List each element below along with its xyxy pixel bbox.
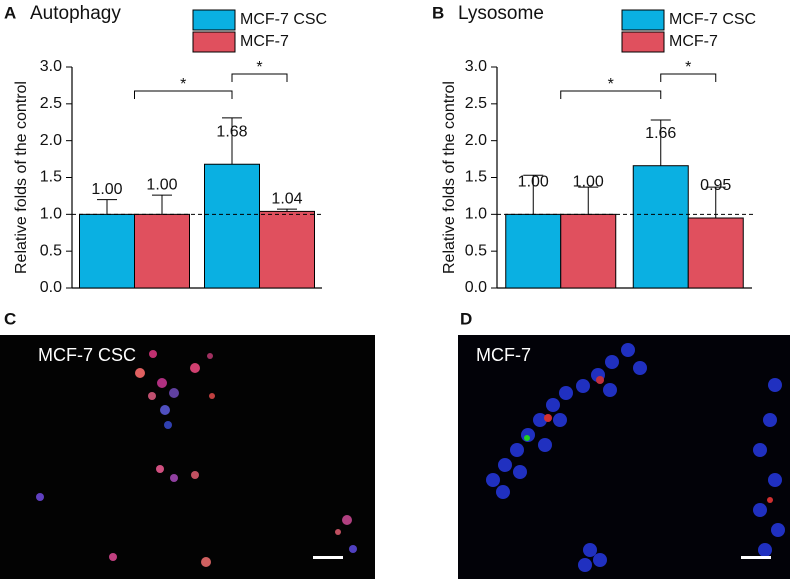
significance-label: * bbox=[180, 76, 186, 93]
y-tick-label: 0.5 bbox=[40, 242, 62, 259]
value-label: 1.00 bbox=[146, 176, 177, 193]
legend-swatch bbox=[192, 9, 236, 31]
y-axis-label: Relative folds of the control bbox=[441, 81, 458, 274]
legend-label: MCF-7 bbox=[669, 33, 718, 50]
value-label: 1.00 bbox=[91, 181, 122, 198]
image-background bbox=[458, 335, 790, 579]
y-tick-label: 3.0 bbox=[40, 58, 62, 75]
y-tick-label: 3.0 bbox=[465, 58, 487, 75]
value-label: 0.95 bbox=[700, 177, 731, 194]
significance-label: * bbox=[608, 76, 614, 93]
y-tick-label: 2.0 bbox=[465, 132, 487, 149]
value-label: 1.00 bbox=[573, 173, 604, 190]
significance-bracket bbox=[660, 73, 717, 82]
value-label: 1.66 bbox=[645, 125, 676, 142]
value-label: 1.00 bbox=[518, 173, 549, 190]
value-label: 1.04 bbox=[271, 190, 302, 207]
y-tick-label: 1.0 bbox=[40, 206, 62, 223]
scale-bar bbox=[313, 556, 343, 559]
legend-swatch bbox=[621, 9, 665, 31]
bar bbox=[79, 213, 135, 289]
y-tick-label: 1.5 bbox=[40, 169, 62, 186]
y-tick-label: 1.5 bbox=[465, 169, 487, 186]
scale-bar bbox=[741, 556, 771, 559]
bar bbox=[204, 163, 260, 289]
cells bbox=[486, 343, 785, 572]
bar bbox=[505, 213, 562, 289]
significance-bracket bbox=[231, 73, 288, 82]
chart-title: Autophagy bbox=[30, 3, 121, 24]
significance-label: * bbox=[685, 59, 691, 76]
bar bbox=[560, 213, 617, 289]
y-tick-label: 0.0 bbox=[465, 279, 487, 296]
panel-letter: B bbox=[432, 3, 444, 22]
panel-letter: D bbox=[460, 309, 472, 328]
legend-label: MCF-7 CSC bbox=[669, 11, 756, 28]
value-label: 1.68 bbox=[216, 123, 247, 140]
bar bbox=[134, 213, 190, 289]
image-background bbox=[0, 335, 375, 579]
panel-letter: A bbox=[4, 3, 16, 22]
significance-label: * bbox=[256, 59, 262, 76]
cells bbox=[36, 350, 357, 567]
bar bbox=[687, 217, 744, 289]
micrograph-d bbox=[458, 335, 790, 579]
legend-swatch bbox=[621, 31, 665, 53]
y-tick-label: 1.0 bbox=[465, 206, 487, 223]
chart-title: Lysosome bbox=[458, 3, 544, 24]
micrograph-c bbox=[0, 335, 375, 579]
y-tick-label: 0.5 bbox=[465, 242, 487, 259]
y-tick-label: 0.0 bbox=[40, 279, 62, 296]
image-label: MCF-7 CSC bbox=[38, 345, 136, 365]
legend-label: MCF-7 CSC bbox=[240, 11, 327, 28]
y-axis-label: Relative folds of the control bbox=[13, 81, 30, 274]
y-tick-label: 2.0 bbox=[40, 132, 62, 149]
bar bbox=[259, 210, 315, 289]
bar bbox=[632, 165, 689, 289]
panel-letter: C bbox=[4, 309, 16, 328]
image-label: MCF-7 bbox=[476, 345, 531, 365]
legend-swatch bbox=[192, 31, 236, 53]
significance-bracket bbox=[560, 90, 662, 99]
significance-bracket bbox=[134, 90, 233, 99]
y-tick-label: 2.5 bbox=[40, 95, 62, 112]
legend-label: MCF-7 bbox=[240, 33, 289, 50]
y-tick-label: 2.5 bbox=[465, 95, 487, 112]
